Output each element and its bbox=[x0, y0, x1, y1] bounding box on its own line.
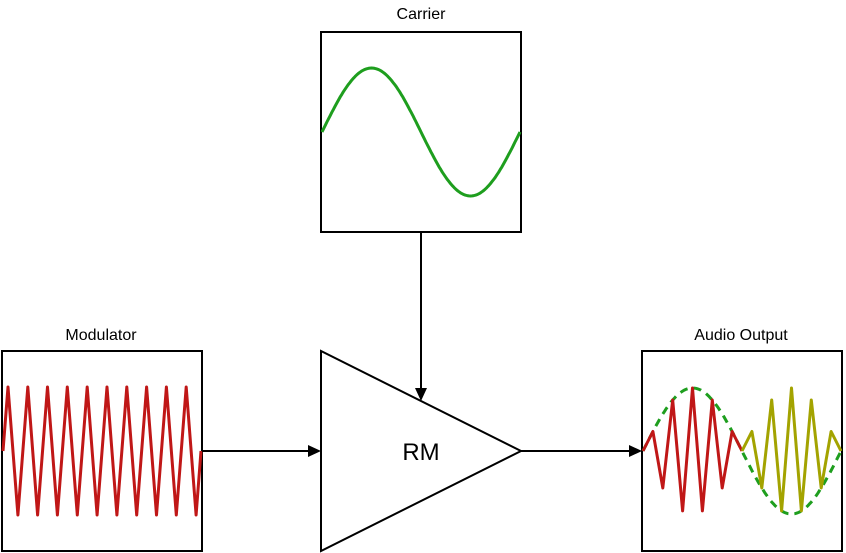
modulator-to-rm-arrow bbox=[202, 445, 321, 457]
ring-modulator-label: RM bbox=[402, 439, 439, 466]
carrier-block: Carrier bbox=[320, 6, 522, 233]
modulator-block: Modulator bbox=[1, 327, 203, 552]
output-arrow-head bbox=[629, 445, 642, 457]
carrier-arrow-head bbox=[415, 388, 427, 401]
rm-to-output-arrow bbox=[521, 445, 642, 457]
audio-output-label: Audio Output bbox=[694, 327, 788, 344]
modulator-label: Modulator bbox=[65, 327, 137, 344]
carrier-wave bbox=[320, 66, 522, 198]
audio-output-block: Audio Output bbox=[641, 327, 843, 552]
carrier-label: Carrier bbox=[397, 6, 447, 23]
output-envelope bbox=[641, 386, 843, 516]
carrier-to-rm-arrow bbox=[415, 232, 427, 401]
modulator-wave bbox=[1, 385, 203, 517]
output-wave-first-half bbox=[641, 386, 744, 513]
output-wave-second-half bbox=[740, 386, 843, 513]
modulator-arrow-head bbox=[308, 445, 321, 457]
